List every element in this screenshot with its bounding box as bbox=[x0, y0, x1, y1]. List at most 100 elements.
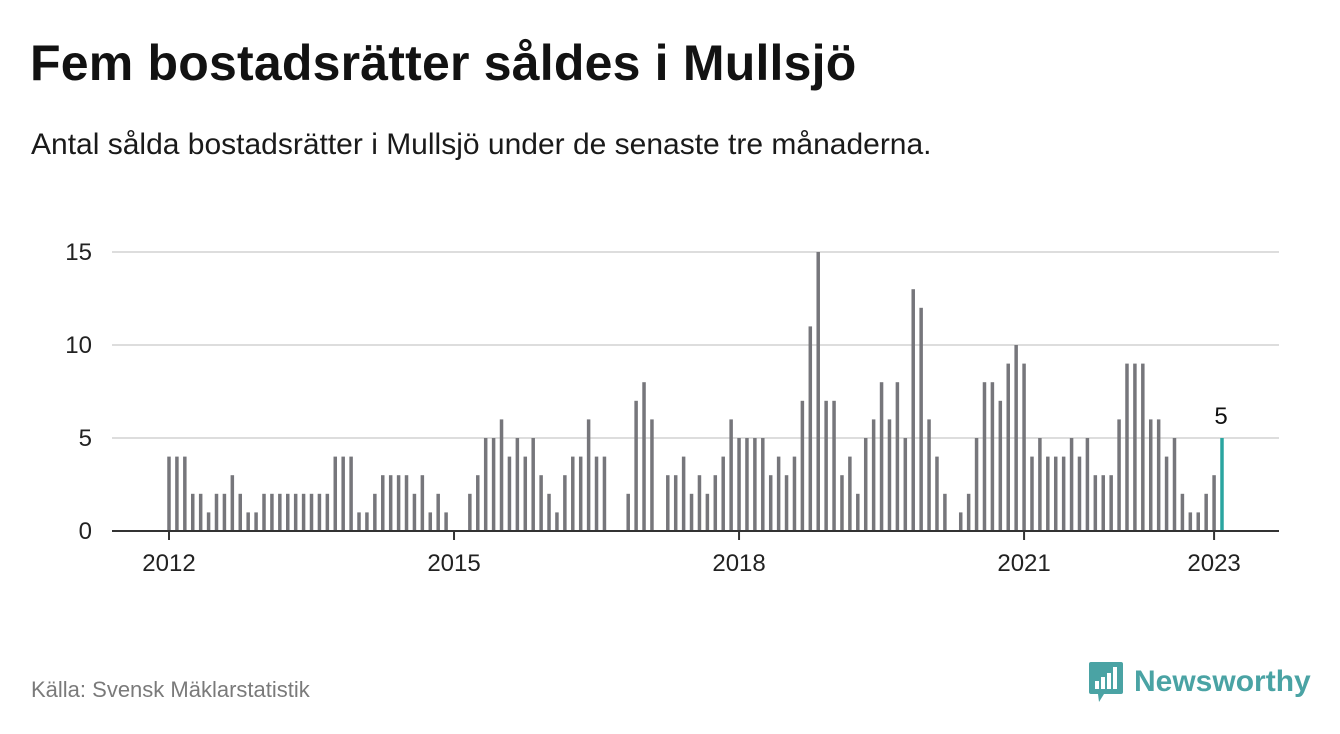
bar bbox=[230, 475, 235, 531]
y-tick-label: 15 bbox=[65, 239, 92, 266]
bar-latest bbox=[1220, 438, 1224, 531]
bar bbox=[436, 493, 440, 531]
bar bbox=[325, 493, 330, 531]
x-tick-label: 2023 bbox=[1187, 550, 1240, 577]
bar bbox=[705, 493, 710, 531]
bar bbox=[555, 512, 559, 531]
bar bbox=[499, 419, 504, 531]
bar bbox=[856, 493, 860, 531]
bar bbox=[341, 456, 345, 531]
y-tick-label: 5 bbox=[79, 425, 92, 452]
bar bbox=[1141, 363, 1145, 531]
bar bbox=[1085, 438, 1090, 531]
bar bbox=[468, 493, 472, 531]
bar bbox=[1109, 475, 1113, 531]
chart-title: Fem bostadsrätter såldes i Mullsjö bbox=[30, 35, 857, 91]
bar bbox=[784, 475, 789, 531]
brand-name: Newsworthy bbox=[1134, 665, 1311, 698]
bar bbox=[745, 438, 749, 531]
bar bbox=[974, 438, 979, 531]
bar bbox=[729, 419, 733, 531]
bar bbox=[507, 456, 512, 531]
bar bbox=[879, 382, 884, 531]
bar bbox=[1038, 438, 1042, 531]
bar bbox=[935, 456, 939, 531]
bar bbox=[206, 512, 211, 531]
bar bbox=[863, 438, 868, 531]
y-tick-label: 10 bbox=[65, 332, 92, 359]
bar bbox=[444, 512, 448, 531]
bar bbox=[998, 400, 1003, 531]
bar bbox=[270, 493, 274, 531]
newsworthy-logo-icon bbox=[1089, 662, 1123, 702]
brand-logo: Newsworthy bbox=[1088, 660, 1311, 704]
bar bbox=[214, 493, 219, 531]
bar bbox=[420, 475, 425, 531]
bar bbox=[191, 493, 195, 531]
bar bbox=[958, 512, 963, 531]
bar bbox=[776, 456, 781, 531]
bar bbox=[871, 419, 876, 531]
bar bbox=[943, 493, 947, 531]
bar bbox=[175, 456, 179, 531]
bar bbox=[578, 456, 583, 531]
bar bbox=[737, 438, 741, 531]
bar bbox=[808, 326, 813, 531]
bar bbox=[515, 438, 520, 531]
bar bbox=[768, 475, 773, 531]
bar bbox=[982, 382, 987, 531]
bar bbox=[689, 493, 694, 531]
bar bbox=[697, 475, 702, 531]
bar bbox=[491, 438, 496, 531]
bar bbox=[1053, 456, 1058, 531]
bar bbox=[357, 512, 361, 531]
bar bbox=[1212, 475, 1216, 531]
bar bbox=[286, 493, 290, 531]
bar bbox=[895, 382, 900, 531]
bar bbox=[301, 493, 306, 531]
bar bbox=[1046, 456, 1050, 531]
bar bbox=[642, 382, 646, 531]
bar bbox=[1069, 438, 1074, 531]
bar bbox=[1180, 493, 1185, 531]
bar bbox=[832, 400, 836, 531]
bar bbox=[404, 475, 409, 531]
bar bbox=[1077, 456, 1082, 531]
bar bbox=[1006, 363, 1010, 531]
bar bbox=[309, 493, 314, 531]
bar bbox=[666, 475, 670, 531]
bar bbox=[412, 493, 417, 531]
bar bbox=[650, 419, 654, 531]
bar bbox=[1093, 475, 1098, 531]
x-tick-label: 2012 bbox=[142, 550, 195, 577]
bar bbox=[523, 456, 528, 531]
y-tick-label: 0 bbox=[79, 518, 92, 545]
bar bbox=[1196, 512, 1200, 531]
bar bbox=[1014, 345, 1018, 531]
bar bbox=[396, 475, 401, 531]
bar bbox=[1133, 363, 1137, 531]
bar bbox=[1188, 512, 1193, 531]
bar bbox=[848, 456, 852, 531]
bar bbox=[713, 475, 718, 531]
bar bbox=[563, 475, 567, 531]
bar bbox=[800, 400, 805, 531]
bar bbox=[966, 493, 971, 531]
bar bbox=[238, 493, 243, 531]
bar bbox=[539, 475, 543, 531]
bar bbox=[673, 475, 678, 531]
bar bbox=[824, 400, 828, 531]
bar bbox=[167, 456, 171, 531]
bar bbox=[586, 419, 591, 531]
chart-subtitle: Antal sålda bostadsrätter i Mullsjö unde… bbox=[31, 128, 932, 161]
bar bbox=[721, 456, 725, 531]
bar bbox=[571, 456, 575, 531]
bar bbox=[547, 493, 551, 531]
bar bbox=[1172, 438, 1177, 531]
bar bbox=[761, 438, 765, 531]
bar bbox=[602, 456, 607, 531]
bar bbox=[198, 493, 203, 531]
bar bbox=[927, 419, 931, 531]
bar bbox=[753, 438, 757, 531]
bar bbox=[254, 512, 258, 531]
